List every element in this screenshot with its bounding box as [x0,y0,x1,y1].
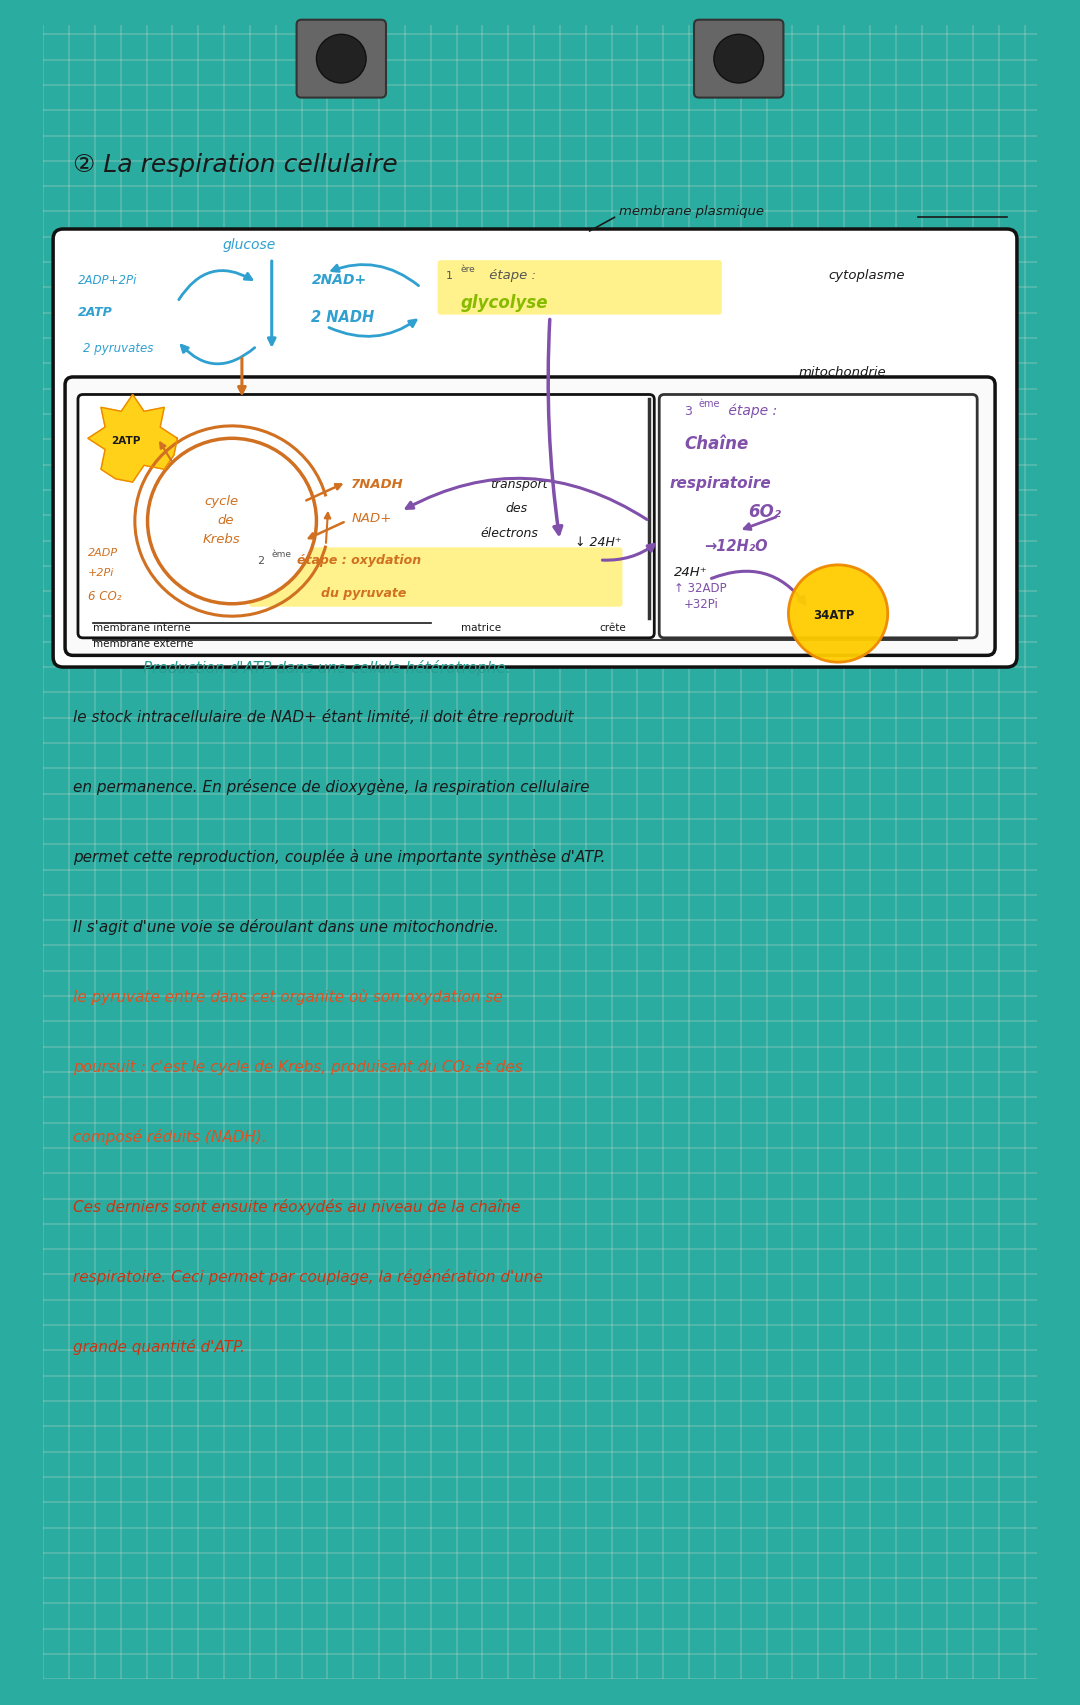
Text: 7NADH: 7NADH [351,477,404,491]
Text: étape :: étape : [724,402,777,418]
Text: 3: 3 [684,404,692,418]
Text: électrons: électrons [481,527,538,539]
Text: 34ATP: 34ATP [813,609,854,622]
Text: Ces derniers sont ensuite réoxydés au niveau de la chaîne: Ces derniers sont ensuite réoxydés au ni… [73,1199,521,1214]
Text: 2 pyruvates: 2 pyruvates [83,341,153,355]
FancyBboxPatch shape [437,261,721,315]
Text: +32Pi: +32Pi [684,597,719,610]
Text: étape :: étape : [485,268,537,281]
Text: 2 NADH: 2 NADH [311,310,375,326]
Text: ↑ 32ADP: ↑ 32ADP [674,581,727,595]
Text: Chaîne: Chaîne [684,435,748,454]
Text: permet cette reproduction, couplée à une importante synthèse d'ATP.: permet cette reproduction, couplée à une… [73,849,606,864]
Text: 1: 1 [446,271,453,281]
Text: 2ATP: 2ATP [78,305,112,319]
Text: mitochondrie: mitochondrie [798,367,886,379]
Text: 24H⁺: 24H⁺ [674,566,707,578]
Text: membrane plasmique: membrane plasmique [620,205,765,218]
Circle shape [148,438,316,605]
Text: respiratoire: respiratoire [670,476,771,491]
Text: ère: ère [460,264,475,275]
Text: +2Pi: +2Pi [87,568,114,578]
FancyBboxPatch shape [65,379,995,656]
Text: en permanence. En présence de dioxygène, la respiration cellulaire: en permanence. En présence de dioxygène,… [73,777,590,795]
Circle shape [788,566,888,663]
Text: grande quantité d'ATP.: grande quantité d'ATP. [73,1338,245,1354]
Text: ↓ 24H⁺: ↓ 24H⁺ [575,535,621,549]
FancyBboxPatch shape [659,396,977,638]
Text: 2ADP: 2ADP [87,547,118,558]
Text: Krebs: Krebs [202,534,240,546]
Text: respiratoire. Ceci permet par couplage, la régénération d'une: respiratoire. Ceci permet par couplage, … [73,1269,543,1284]
Text: membrane interne: membrane interne [93,622,190,633]
Text: ② La respiration cellulaire: ② La respiration cellulaire [73,152,397,177]
Polygon shape [87,396,177,483]
FancyBboxPatch shape [78,396,654,638]
Text: composé réduits (NADH).: composé réduits (NADH). [73,1129,267,1144]
Text: glycolyse: glycolyse [460,293,548,312]
Text: 2: 2 [257,556,264,566]
Text: crête: crête [599,622,626,633]
Text: cytoplasme: cytoplasme [828,268,905,281]
FancyBboxPatch shape [53,230,1017,668]
Text: Il s'agit d'une voie se déroulant dans une mitochondrie.: Il s'agit d'une voie se déroulant dans u… [73,919,499,934]
Text: ème: ème [272,549,292,559]
Text: des: des [505,501,527,515]
Text: membrane externe: membrane externe [93,638,193,648]
Text: matrice: matrice [460,622,501,633]
Text: glucose: glucose [222,239,275,252]
FancyBboxPatch shape [694,20,783,99]
Text: cycle: cycle [204,494,239,506]
Text: 2NAD+: 2NAD+ [311,273,366,286]
Text: 6 CO₂: 6 CO₂ [87,590,121,602]
Text: 2ADP+2Pi: 2ADP+2Pi [78,273,137,286]
Text: NAD+: NAD+ [351,512,392,525]
Text: Production d'ATP dans une cellule hétérotrophe.: Production d'ATP dans une cellule hétéro… [143,660,511,675]
Text: transport: transport [490,477,548,491]
Text: 2ATP: 2ATP [111,436,140,447]
FancyBboxPatch shape [248,547,622,607]
Text: de: de [217,513,233,527]
Text: le pyruvate entre dans cet organite où son oxydation se: le pyruvate entre dans cet organite où s… [73,989,502,1004]
Text: ème: ème [699,399,720,409]
Circle shape [316,36,366,84]
Text: poursuit : c'est le cycle de Krebs, produisant du CO₂ et des: poursuit : c'est le cycle de Krebs, prod… [73,1059,523,1074]
Text: le stock intracellulaire de NAD+ étant limité, il doit être reproduit: le stock intracellulaire de NAD+ étant l… [73,708,573,725]
Circle shape [714,36,764,84]
Text: étape : oxydation: étape : oxydation [297,554,421,566]
Text: 6O₂: 6O₂ [748,503,782,520]
FancyBboxPatch shape [297,20,386,99]
Text: du pyruvate: du pyruvate [322,587,407,600]
Text: →12H₂O: →12H₂O [704,539,768,554]
